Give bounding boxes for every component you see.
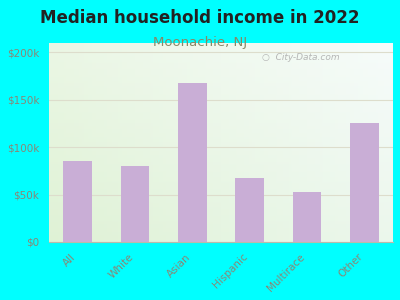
Bar (350, 123, 379, 242)
Bar (64, 161, 92, 242)
Bar (293, 192, 322, 242)
Bar (236, 178, 264, 242)
Bar (178, 83, 207, 242)
Text: Moonachie, NJ: Moonachie, NJ (153, 36, 247, 49)
Text: ○  City-Data.com: ○ City-Data.com (262, 53, 340, 62)
Bar (121, 166, 150, 242)
Text: Median household income in 2022: Median household income in 2022 (40, 9, 360, 27)
